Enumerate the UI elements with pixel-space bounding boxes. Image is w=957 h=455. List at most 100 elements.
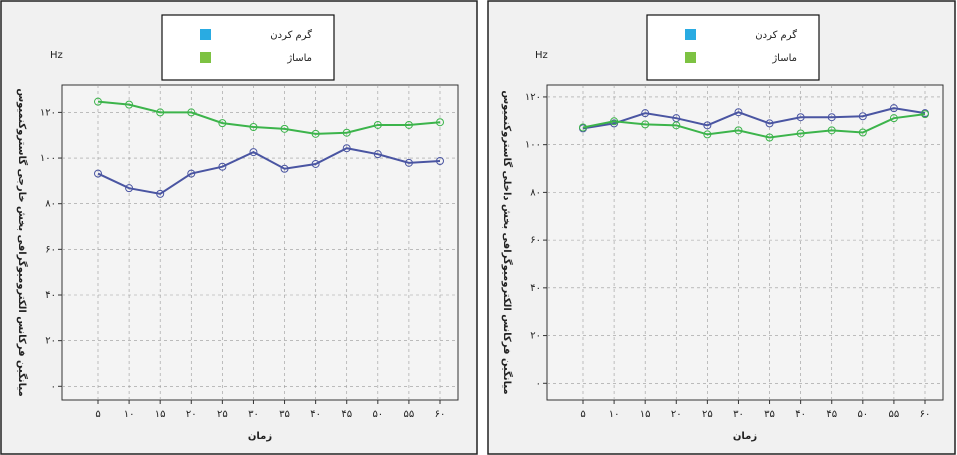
x-tick-label: ۵: [95, 409, 100, 420]
data-point: [921, 110, 929, 119]
x-axis-label: زمان: [248, 431, 272, 442]
data-point: [641, 120, 650, 129]
x-tick-label: ۳۰: [733, 409, 744, 420]
x-tick-label: ۲۰: [671, 409, 682, 420]
data-point: [889, 114, 898, 123]
data-point: [249, 148, 258, 157]
x-tick-label: ۱۵: [155, 409, 166, 420]
data-point: [858, 128, 867, 137]
data-point: [125, 184, 134, 193]
data-point: [373, 120, 382, 129]
x-tick-label: ۶۰: [920, 409, 931, 420]
y-tick-label: ۰: [536, 378, 541, 389]
y-tick-label: ۶۰: [45, 244, 56, 255]
y-tick-label: ۸۰: [45, 199, 56, 210]
data-point: [187, 108, 196, 117]
y-axis-label: میانگین فرکانس الکترومیوگرافی بخش خارجی …: [16, 88, 29, 396]
data-point: [858, 112, 867, 121]
data-point: [703, 130, 712, 139]
data-point: [156, 108, 165, 117]
y-tick-label: ۱۰۰: [40, 153, 56, 164]
unit-label: Hz: [50, 50, 63, 61]
data-point: [641, 109, 650, 118]
y-tick-label: ۶۰: [530, 235, 541, 246]
data-point: [218, 119, 227, 128]
y-tick-label: ۴۰: [530, 283, 541, 294]
data-point: [94, 97, 102, 106]
series-line: [97, 100, 441, 135]
x-tick-label: ۴۵: [826, 409, 837, 420]
data-point: [187, 169, 196, 178]
y-tick-label: ۱۲۰: [525, 92, 541, 103]
series-line: [582, 107, 926, 130]
data-point: [610, 117, 619, 126]
x-axis-label: زمان: [733, 431, 757, 442]
data-point: [249, 123, 258, 131]
data-point: [672, 121, 681, 130]
data-point: [579, 123, 587, 132]
legend-box: [646, 14, 820, 81]
y-tick-label: ۲۰: [45, 336, 56, 347]
data-point: [734, 108, 743, 117]
y-tick-label: ۱۲۰: [40, 107, 56, 118]
data-point: [796, 129, 805, 138]
x-tick-label: ۱۰: [609, 409, 620, 420]
plot-area: [61, 84, 459, 401]
x-tick-label: ۳۵: [279, 409, 290, 420]
series-line: [582, 113, 926, 139]
x-tick-label: ۵۵: [404, 409, 415, 420]
x-tick-label: ۵۰: [372, 409, 383, 420]
legend-swatch: [685, 29, 696, 40]
data-point: [404, 158, 413, 167]
y-tick-label: ۲۰: [530, 331, 541, 342]
data-point: [703, 121, 712, 130]
legend-label: ماساژ: [771, 53, 797, 64]
x-tick-label: ۴۵: [341, 409, 352, 420]
data-point: [734, 126, 743, 135]
data-point: [156, 189, 165, 198]
data-point: [125, 100, 134, 109]
legend-swatch: [200, 29, 211, 40]
x-tick-label: ۳۵: [764, 409, 775, 420]
data-point: [796, 113, 805, 122]
x-tick-label: ۲۵: [217, 409, 228, 420]
x-tick-label: ۱۵: [640, 409, 651, 420]
x-tick-label: ۳۰: [248, 409, 259, 420]
data-point: [280, 124, 289, 133]
x-tick-label: ۱۰: [124, 409, 135, 420]
legend-box: [161, 14, 335, 81]
y-tick-label: ۱۰۰: [525, 140, 541, 151]
unit-label: Hz: [535, 50, 548, 61]
y-axis-label: میانگین فرکانس الکترومیوگرافی بخش داخلی …: [501, 90, 514, 394]
y-tick-label: ۸۰: [530, 187, 541, 198]
data-point: [218, 162, 227, 171]
legend-swatch: [200, 52, 211, 63]
data-point: [311, 159, 320, 168]
data-point: [342, 144, 351, 153]
x-tick-label: ۶۰: [435, 409, 446, 420]
series-line: [97, 147, 441, 195]
x-tick-label: ۵: [580, 409, 585, 420]
x-tick-label: ۲۵: [702, 409, 713, 420]
data-point: [889, 104, 898, 113]
legend-swatch: [685, 52, 696, 63]
x-tick-label: ۲۰: [186, 409, 197, 420]
data-point: [436, 157, 444, 166]
data-point: [765, 133, 774, 142]
x-tick-label: ۵۰: [857, 409, 868, 420]
data-point: [610, 119, 619, 128]
data-point: [94, 169, 102, 178]
data-point: [280, 164, 289, 173]
data-point: [311, 129, 320, 138]
data-point: [436, 118, 444, 127]
data-point: [373, 150, 382, 159]
data-point: [342, 128, 351, 137]
data-point: [827, 126, 836, 135]
y-tick-label: ۴۰: [45, 290, 56, 301]
data-point: [765, 119, 774, 128]
plot-area: [546, 84, 944, 401]
data-point: [404, 120, 413, 129]
legend-label: ماساژ: [286, 53, 312, 64]
legend-label: گرم کردن: [270, 29, 312, 41]
